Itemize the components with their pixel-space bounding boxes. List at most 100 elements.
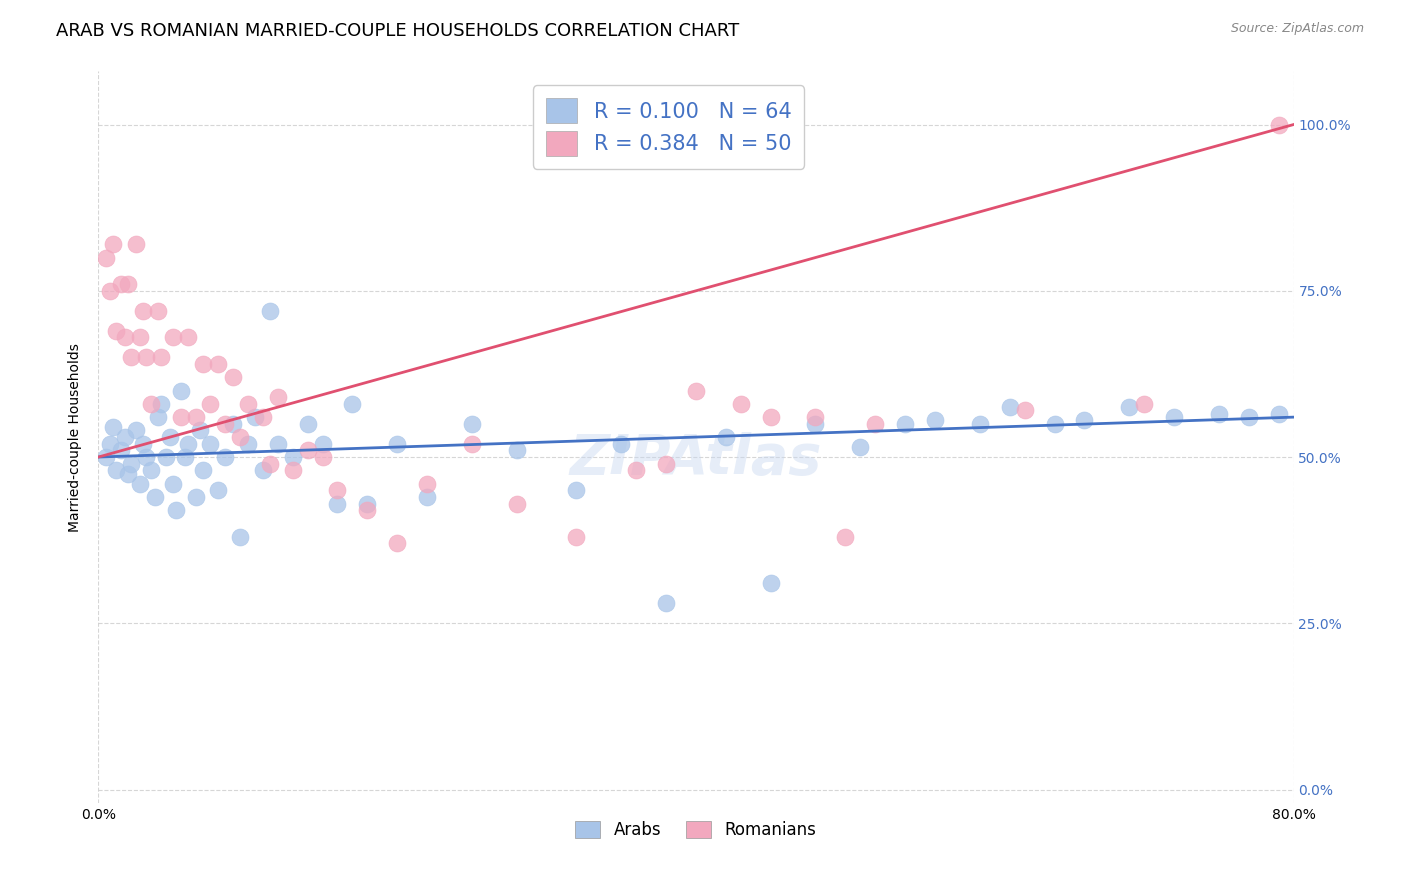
Point <box>506 443 529 458</box>
Point <box>1267 407 1289 421</box>
Point <box>1163 410 1185 425</box>
Point <box>849 440 872 454</box>
Point <box>267 390 290 404</box>
Point <box>342 397 364 411</box>
Point <box>1133 397 1156 411</box>
Point <box>356 497 378 511</box>
Point <box>759 410 782 425</box>
Point <box>135 351 157 365</box>
Point <box>105 324 128 338</box>
Point <box>150 351 173 365</box>
Point <box>804 417 827 431</box>
Point <box>105 463 128 477</box>
Point <box>114 430 136 444</box>
Point <box>461 417 484 431</box>
Point <box>281 450 304 464</box>
Point <box>129 330 152 344</box>
Point <box>207 357 229 371</box>
Point <box>174 450 197 464</box>
Point <box>924 413 946 427</box>
Point <box>125 424 148 438</box>
Point <box>159 430 181 444</box>
Point <box>125 237 148 252</box>
Point <box>132 303 155 318</box>
Point <box>311 436 333 450</box>
Legend: Arabs, Romanians: Arabs, Romanians <box>568 814 824 846</box>
Point <box>759 576 782 591</box>
Point <box>184 490 207 504</box>
Point <box>117 277 139 292</box>
Point <box>894 417 917 431</box>
Point <box>834 530 856 544</box>
Point <box>804 410 827 425</box>
Point <box>169 384 191 398</box>
Point <box>655 596 678 610</box>
Point <box>297 417 319 431</box>
Point <box>1073 413 1095 427</box>
Point <box>135 450 157 464</box>
Point <box>139 397 162 411</box>
Point <box>200 397 222 411</box>
Point <box>129 476 152 491</box>
Point <box>94 450 117 464</box>
Point <box>236 436 259 450</box>
Point <box>191 357 214 371</box>
Point <box>1118 400 1140 414</box>
Point <box>1014 403 1036 417</box>
Point <box>267 436 290 450</box>
Point <box>252 410 274 425</box>
Point <box>207 483 229 498</box>
Point <box>356 503 378 517</box>
Point <box>865 417 887 431</box>
Point <box>120 351 142 365</box>
Point <box>1267 118 1289 132</box>
Text: ZIPAtlas: ZIPAtlas <box>569 432 823 486</box>
Point <box>110 443 132 458</box>
Point <box>1043 417 1066 431</box>
Point <box>969 417 991 431</box>
Point <box>117 467 139 481</box>
Point <box>245 410 267 425</box>
Point <box>416 490 439 504</box>
Point <box>326 483 349 498</box>
Point <box>214 417 236 431</box>
Point <box>610 436 633 450</box>
Point <box>162 476 184 491</box>
Point <box>385 536 409 550</box>
Point <box>94 251 117 265</box>
Point <box>120 457 142 471</box>
Point <box>162 330 184 344</box>
Point <box>222 417 245 431</box>
Point <box>565 483 588 498</box>
Point <box>506 497 529 511</box>
Point <box>714 430 737 444</box>
Point <box>103 420 125 434</box>
Point <box>200 436 222 450</box>
Point <box>132 436 155 450</box>
Point <box>252 463 274 477</box>
Point <box>139 463 162 477</box>
Y-axis label: Married-couple Households: Married-couple Households <box>69 343 83 532</box>
Point <box>281 463 304 477</box>
Point <box>150 397 173 411</box>
Point <box>685 384 707 398</box>
Point <box>297 443 319 458</box>
Point <box>1237 410 1260 425</box>
Point <box>155 450 177 464</box>
Point <box>165 503 187 517</box>
Point <box>103 237 125 252</box>
Point <box>326 497 349 511</box>
Point <box>461 436 484 450</box>
Point <box>191 463 214 477</box>
Point <box>229 530 252 544</box>
Point <box>229 430 252 444</box>
Point <box>730 397 752 411</box>
Point <box>188 424 211 438</box>
Point <box>98 284 122 298</box>
Point <box>626 463 648 477</box>
Point <box>148 410 170 425</box>
Point <box>169 410 191 425</box>
Point <box>1208 407 1230 421</box>
Point <box>998 400 1021 414</box>
Point <box>259 457 281 471</box>
